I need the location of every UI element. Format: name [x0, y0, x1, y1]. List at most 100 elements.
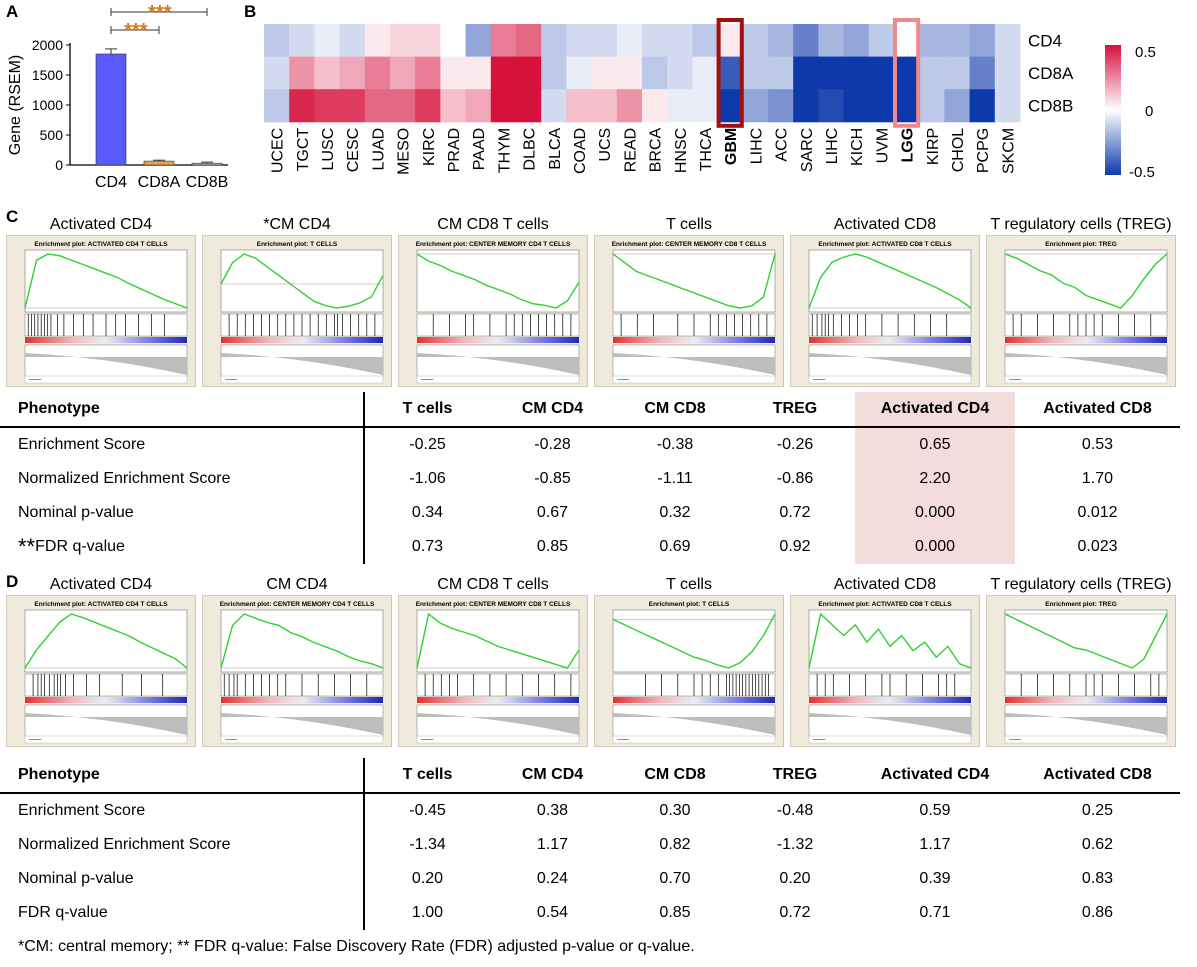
heatmap-cell	[793, 56, 819, 90]
gsea-plot: T cells Enrichment plot: CENTER MEMORY CD…	[594, 216, 784, 387]
heatmap-col-label: KIRC	[421, 128, 438, 166]
gsea-rank-colorbar	[1005, 697, 1167, 703]
heatmap-col-label: LUSC	[320, 128, 337, 171]
gsea-es-area	[220, 249, 384, 313]
gsea-subtitle: Enrichment plot: TREG	[1045, 241, 1117, 248]
colorbar-max-label: 0.5	[1135, 44, 1156, 61]
heatmap-cell	[415, 24, 441, 58]
gsea-plot: Activated CD4 Enrichment plot: ACTIVATED …	[6, 576, 196, 747]
table-cell: 0.86	[1081, 904, 1114, 921]
heatmap-cell	[440, 89, 467, 123]
table-row: Nominal p-value 0.20 0.24 0.70 0.20 0.39 0.83	[0, 862, 1180, 896]
header-activated-cd4: Activated CD4	[855, 758, 1015, 794]
table-cell: 0.54	[536, 904, 569, 921]
row-label-text: Nominal p-value	[18, 870, 134, 887]
row-label-text: FDR q-value	[18, 904, 108, 921]
gsea-legend	[1004, 735, 1168, 744]
heatmap-col-label: CHOL	[950, 128, 967, 173]
table-row: Enrichment Score -0.45 0.38 0.30 -0.48 0.59 0.…	[0, 793, 1180, 828]
heatmap-col-label: SKCM	[1000, 128, 1017, 174]
heatmap-cell	[440, 24, 467, 58]
row-label-text: Normalized Enrichment Score	[18, 836, 231, 853]
gsea-plot-title: CM CD4	[266, 576, 328, 593]
heatmap-cell	[339, 56, 366, 90]
table-cell: 0.023	[1077, 538, 1118, 555]
heatmap-cell	[440, 56, 467, 90]
gsea-metric-fill	[613, 353, 775, 375]
heatmap-cell	[516, 56, 542, 90]
gsea-es-area	[24, 249, 188, 313]
y-tick-label: 1500	[32, 67, 63, 83]
highlight-box-lgg	[893, 18, 921, 128]
table-cell: 0.85	[659, 904, 691, 921]
table-cell: 1.00	[411, 904, 444, 921]
table-cell: 0.000	[855, 496, 1015, 530]
heatmap-cell	[969, 24, 996, 58]
heatmap-cell	[465, 89, 492, 123]
row-label: Enrichment Score	[0, 427, 365, 462]
table-cell: -0.86	[776, 470, 814, 487]
heatmap-cell	[390, 89, 416, 123]
gsea-es-area	[808, 249, 972, 313]
row-label: FDR q-value	[0, 896, 365, 930]
heatmap-cell	[264, 89, 290, 123]
heatmap-cell	[289, 89, 315, 123]
footnote: *CM: central memory; ** FDR q-value: Fal…	[18, 938, 695, 955]
heatmap-cell	[994, 24, 1021, 58]
header-activated-cd8: Activated CD8	[1015, 392, 1180, 428]
heatmap-col-label: LUAD	[370, 128, 387, 171]
table-cell: 0.53	[1081, 436, 1114, 453]
row-label-text: Normalized Enrichment Score	[18, 470, 231, 487]
heatmap-col-label: MESO	[396, 128, 413, 175]
heatmap-col-label: CESC	[345, 128, 362, 172]
header-treg: TREG	[735, 758, 855, 794]
gsea-rank-colorbar	[613, 337, 775, 343]
gsea-rank-colorbar	[809, 337, 971, 343]
table-cell: -0.26	[776, 436, 814, 453]
heatmap-cell	[667, 89, 693, 123]
heatmap-cell	[566, 56, 593, 90]
row-label: Nominal p-value	[0, 496, 365, 530]
heatmap-cell	[742, 89, 769, 123]
gsea-plot-title: Activated CD8	[833, 576, 937, 593]
gsea-subtitle: Enrichment plot: ACTIVATED CD4 T CELLS	[34, 241, 168, 248]
gsea-plot-canvas: Enrichment plot: ACTIVATED CD4 T CELLS	[24, 241, 188, 384]
heatmap-cell	[490, 89, 517, 123]
heatmap-cell	[289, 24, 315, 58]
heatmap-row-label: CD4	[1028, 31, 1062, 50]
table-cell: 0.65	[855, 427, 1015, 462]
table-cell: -0.38	[656, 436, 694, 453]
gsea-plot-canvas: Enrichment plot: TREG	[1004, 601, 1168, 744]
heatmap-cell	[364, 56, 391, 90]
panel-d-table: Phenotype T cells CM CD4 CM CD8 TREG Act…	[0, 758, 1180, 930]
gsea-plot-canvas: Enrichment plot: ACTIVATED CD8 T CELLS	[808, 601, 972, 744]
gsea-subtitle: Enrichment plot: CENTER MEMORY CD4 T CEL…	[416, 241, 571, 248]
gsea-es-curve	[220, 613, 384, 669]
gsea-metric-fill	[221, 713, 383, 735]
table-cell: 0.85	[536, 538, 569, 555]
gsea-metric-fill	[417, 353, 579, 375]
heatmap-cell	[944, 24, 971, 58]
gsea-subtitle: Enrichment plot: TREG	[1045, 601, 1117, 608]
header-t-cells: T cells	[364, 392, 490, 428]
heatmap-cell	[339, 89, 366, 123]
heatmap-col-label: PAAD	[471, 128, 488, 170]
row-label-text: Enrichment Score	[18, 802, 146, 819]
gsea-rank-colorbar	[25, 337, 187, 343]
table-cell: 0.82	[659, 836, 691, 853]
table-cell: -1.34	[409, 836, 446, 853]
gsea-plot-title: Activated CD4	[49, 216, 153, 233]
gsea-rank-colorbar	[25, 697, 187, 703]
gsea-legend	[416, 375, 580, 384]
heatmap-col-label: ACC	[774, 128, 791, 162]
heatmap-cell	[390, 24, 416, 58]
heatmap-cell	[793, 24, 819, 58]
header-activated-cd4: Activated CD4	[855, 392, 1015, 428]
gsea-es-curve	[612, 253, 776, 309]
gsea-legend	[24, 735, 188, 744]
table-cell: 0.70	[659, 870, 691, 887]
heatmap-cell	[868, 24, 895, 58]
gsea-es-curve	[220, 253, 384, 309]
footnote-marker: **	[18, 534, 36, 559]
gsea-legend	[416, 735, 580, 744]
